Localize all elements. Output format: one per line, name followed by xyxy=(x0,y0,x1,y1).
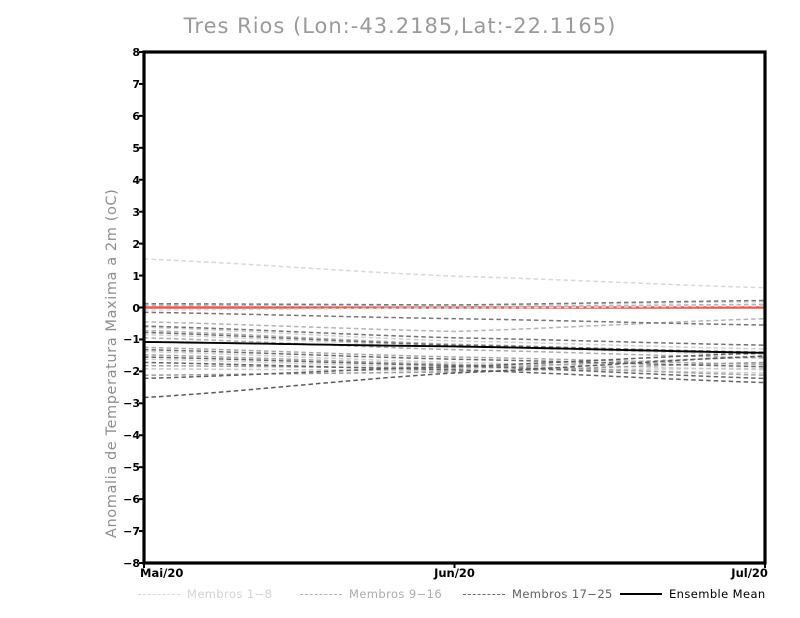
legend-line-icon xyxy=(138,593,180,595)
member-line xyxy=(144,305,765,311)
member-line xyxy=(144,355,765,399)
member-line xyxy=(144,367,765,372)
y-tick-label: −3 xyxy=(123,397,140,411)
member-line xyxy=(144,354,765,376)
member-line xyxy=(144,325,765,346)
x-tick-label: Mai/20 xyxy=(140,566,184,580)
y-tick-label: 8 xyxy=(132,46,140,59)
legend-line-icon xyxy=(620,593,662,595)
y-tick-label: −8 xyxy=(123,557,140,570)
legend-item[interactable]: Membros 17−25 xyxy=(463,585,613,603)
ensemble-mean-line xyxy=(144,341,765,354)
y-tick-label: −1 xyxy=(123,333,140,347)
member-line xyxy=(144,361,765,376)
member-line xyxy=(144,303,765,308)
legend-item[interactable]: Ensemble Mean xyxy=(620,585,766,603)
legend-line-icon xyxy=(463,593,505,595)
legend-label: Membros 1−8 xyxy=(187,587,273,601)
member-line xyxy=(144,299,765,306)
chart-title: Tres Rios (Lon:-43.2185,Lat:-22.1165) xyxy=(183,14,617,38)
legend-label: Ensemble Mean xyxy=(669,587,766,601)
y-tick-label: 4 xyxy=(132,173,140,187)
y-tick-label: −7 xyxy=(123,525,140,539)
y-tick-label: −2 xyxy=(123,365,140,379)
y-tick-label: −5 xyxy=(123,461,140,475)
chart-legend: Membros 1−8 Membros 9−16 Membros 17−25 Ense… xyxy=(0,585,800,605)
member-line xyxy=(144,337,765,359)
member-line xyxy=(144,356,765,380)
y-tick-label: 6 xyxy=(132,109,140,123)
y-tick-label: 2 xyxy=(132,237,140,251)
member-line xyxy=(144,348,765,368)
y-tick-label: 5 xyxy=(132,141,140,155)
y-tick-label: −4 xyxy=(123,429,140,443)
member-line xyxy=(144,350,765,371)
legend-item[interactable]: Membros 1−8 xyxy=(138,585,272,603)
member-line xyxy=(144,352,765,380)
member-line xyxy=(144,356,765,369)
x-tick-label: Jun/20 xyxy=(434,566,475,580)
member-line xyxy=(144,311,765,326)
legend-label: Membros 9−16 xyxy=(349,587,443,601)
y-tick-label: −6 xyxy=(123,493,140,507)
y-tick-label: 3 xyxy=(132,205,140,219)
legend-label: Membros 17−25 xyxy=(512,587,613,601)
legend-line-icon xyxy=(300,593,342,595)
y-tick-label: 7 xyxy=(132,77,140,91)
y-tick-label: 1 xyxy=(132,269,140,283)
member-line xyxy=(144,326,765,350)
member-line xyxy=(144,258,765,289)
y-tick-label: 0 xyxy=(132,301,140,315)
legend-item[interactable]: Membros 9−16 xyxy=(300,585,442,603)
member-line xyxy=(144,361,765,384)
x-tick-label: Jul/20 xyxy=(731,566,768,580)
